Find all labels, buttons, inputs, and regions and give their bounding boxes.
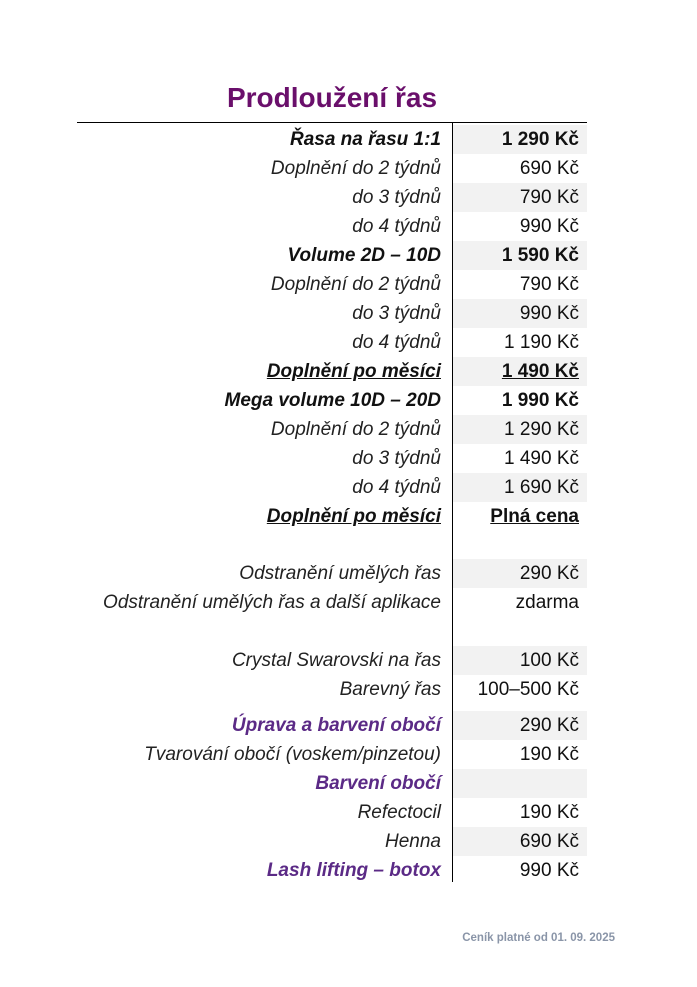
service-label: Doplnění do 2 týdnů [270, 157, 441, 179]
price-row: Barevný řas 100–500 Kč [77, 675, 587, 704]
service-price: 990 Kč [453, 299, 587, 328]
service-price: zdarma [515, 592, 579, 613]
service-price: 790 Kč [519, 273, 579, 295]
page-title: Prodloužení řas [226, 82, 438, 113]
service-price: 290 Kč [453, 711, 587, 740]
service-label: Doplnění do 2 týdnů [270, 273, 441, 295]
service-price: 790 Kč [453, 183, 587, 212]
column-divider [452, 122, 453, 882]
price-row: Odstranění umělých řas 290 Kč [77, 559, 587, 588]
service-price: 100 Kč [453, 646, 587, 675]
service-price: 1 490 Kč [501, 360, 579, 382]
service-label: Mega volume 10D – 20D [224, 389, 441, 411]
service-label: Úprava a barvení obočí [231, 714, 441, 736]
service-label: do 3 týdnů [352, 447, 441, 469]
service-label: Henna [385, 830, 441, 852]
price-row: Refectocil 190 Kč [77, 798, 587, 827]
service-label: Odstranění umělých řas [239, 562, 441, 584]
service-price: 1 590 Kč [453, 241, 587, 270]
service-price: 1 490 Kč [504, 447, 579, 469]
price-row: Henna 690 Kč [77, 827, 587, 856]
service-label: Doplnění po měsíci [266, 505, 441, 527]
service-label: Řasa na řasu 1:1 [289, 128, 441, 150]
service-price: 1 290 Kč [453, 125, 587, 154]
price-row: Tvarování obočí (voskem/pinzetou) 190 Kč [77, 740, 587, 769]
service-price: 990 Kč [519, 859, 579, 881]
service-price: 1 290 Kč [453, 415, 587, 444]
price-row: Doplnění do 2 týdnů 690 Kč [77, 154, 587, 183]
price-row: do 3 týdnů 1 490 Kč [77, 444, 587, 473]
price-row: do 4 týdnů 990 Kč [77, 212, 587, 241]
price-row: do 4 týdnů 1 690 Kč [77, 473, 587, 502]
price-row: do 4 týdnů 1 190 Kč [77, 328, 587, 357]
price-row: do 3 týdnů 990 Kč [77, 299, 587, 328]
price-table: Řasa na řasu 1:1 1 290 Kč Doplnění do 2 t… [77, 125, 587, 885]
service-label: Doplnění do 2 týdnů [270, 418, 441, 440]
service-price: 190 Kč [519, 801, 579, 823]
service-price: 690 Kč [453, 827, 587, 856]
spacer [77, 704, 587, 711]
title-rule [77, 122, 587, 123]
service-label: Lash lifting – botox [266, 859, 441, 881]
service-label: Crystal Swarovski na řas [231, 649, 441, 671]
spacer [77, 531, 587, 559]
service-label: do 3 týdnů [352, 302, 441, 324]
service-label: Barvení obočí [315, 772, 441, 794]
price-row: Doplnění do 2 týdnů 790 Kč [77, 270, 587, 299]
price-row: Doplnění do 2 týdnů 1 290 Kč [77, 415, 587, 444]
service-price: 190 Kč [519, 743, 579, 765]
price-row: Volume 2D – 10D 1 590 Kč [77, 241, 587, 270]
service-label: Barevný řas [339, 678, 441, 700]
service-price: Plná cena [490, 505, 579, 527]
price-row: Crystal Swarovski na řas 100 Kč [77, 646, 587, 675]
service-label: do 4 týdnů [352, 215, 441, 237]
service-price: 1 190 Kč [504, 331, 579, 353]
price-row: Barvení obočí [77, 769, 587, 798]
price-row: Mega volume 10D – 20D 1 990 Kč [77, 386, 587, 415]
service-label: Doplnění po měsíci [266, 360, 441, 382]
price-row: Úprava a barvení obočí 290 Kč [77, 711, 587, 740]
service-price: 290 Kč [453, 559, 587, 588]
price-row: Doplnění po měsíci 1 490 Kč [77, 357, 587, 386]
service-price: 100–500 Kč [477, 678, 579, 700]
price-row: do 3 týdnů 790 Kč [77, 183, 587, 212]
service-label: do 4 týdnů [352, 331, 441, 353]
service-label: Odstranění umělých řas a další aplikace [103, 592, 441, 613]
service-label: Tvarování obočí (voskem/pinzetou) [144, 743, 441, 765]
price-row: Řasa na řasu 1:1 1 290 Kč [77, 125, 587, 154]
service-price: 1 690 Kč [453, 473, 587, 502]
price-row: Odstranění umělých řas a další aplikace z… [77, 588, 587, 646]
price-row: Doplnění po měsíci Plná cena [77, 502, 587, 531]
validity-note: Ceník platné od 01. 09. 2025 [462, 932, 615, 944]
service-price [453, 769, 587, 798]
service-price: 1 990 Kč [501, 389, 579, 411]
service-price: 990 Kč [519, 215, 579, 237]
service-price: 690 Kč [519, 157, 579, 179]
price-row: Lash lifting – botox 990 Kč [77, 856, 587, 885]
service-label: Refectocil [357, 801, 441, 823]
service-label: do 4 týdnů [352, 476, 441, 498]
service-label: do 3 týdnů [352, 186, 441, 208]
service-label: Volume 2D – 10D [287, 244, 441, 266]
